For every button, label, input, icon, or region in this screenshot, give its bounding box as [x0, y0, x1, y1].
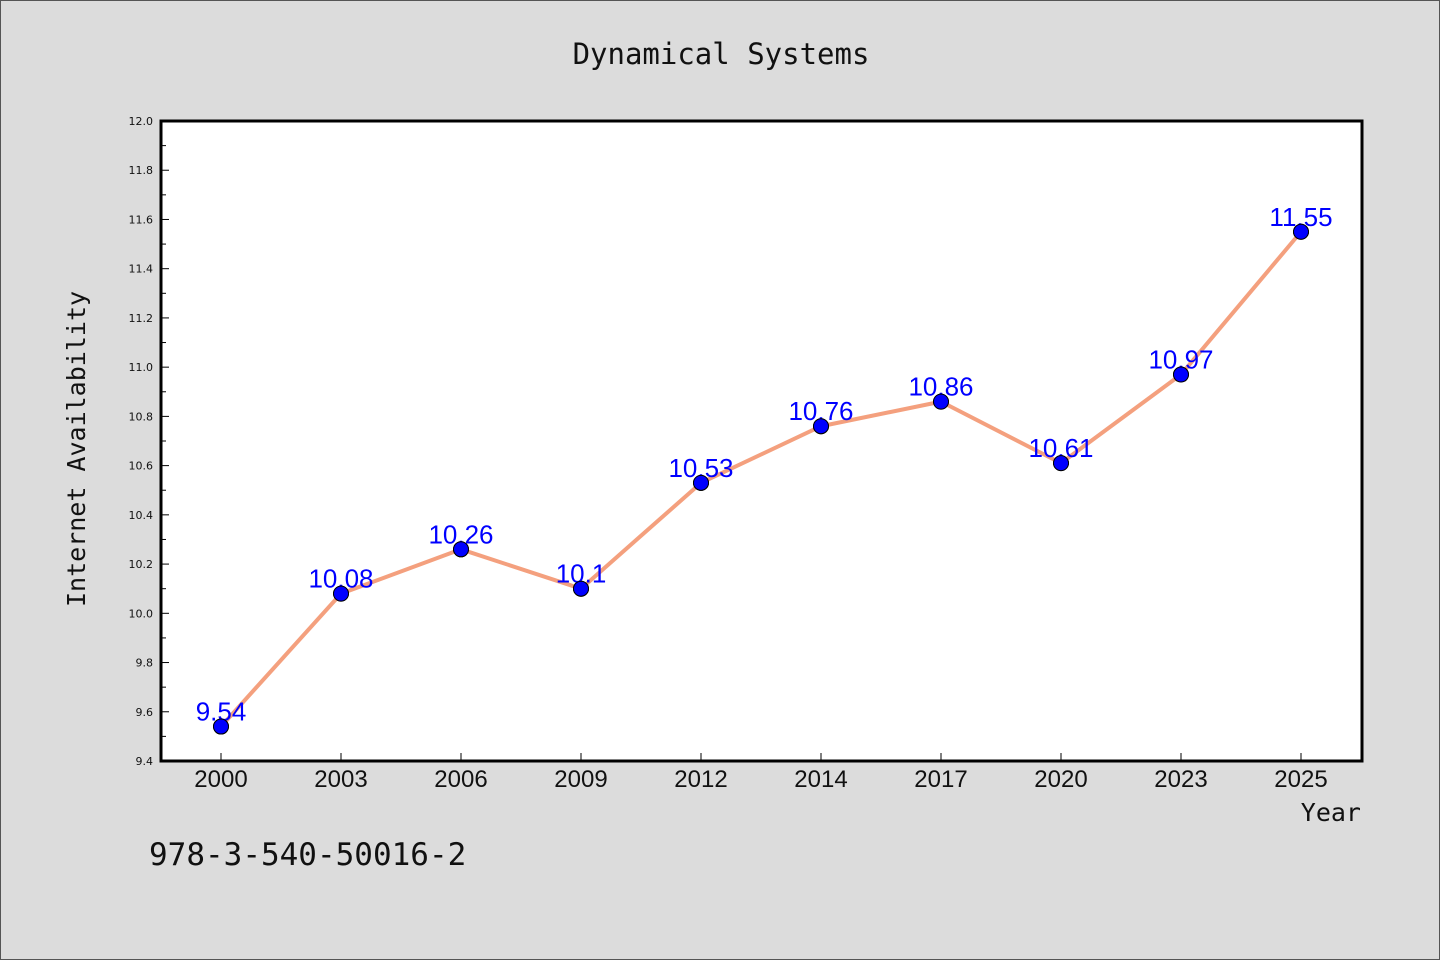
data-point-overlay [573, 580, 589, 597]
y-tick-label: 9.4 [136, 755, 154, 768]
data-point-overlay [453, 541, 469, 558]
x-tick-label: 2014 [794, 766, 847, 793]
x-tick-label: 2000 [194, 766, 247, 793]
x-tick-label: 2017 [914, 766, 967, 793]
data-point-overlay [333, 585, 349, 602]
x-tick-label: 2006 [434, 766, 487, 793]
data-point-overlay [1173, 366, 1189, 383]
y-tick-label: 11.2 [129, 312, 154, 325]
y-tick-label: 12.0 [129, 115, 154, 128]
y-tick-label: 10.6 [129, 460, 154, 473]
x-tick-label: 2023 [1154, 766, 1207, 793]
series-line [219, 229, 1303, 729]
footer-isbn: 978-3-540-50016-2 [149, 837, 466, 873]
y-tick-label: 11.4 [129, 263, 154, 276]
x-axis: 2000 2003 2006 2009 2012 2014 2017 2020 2023 2025 [194, 753, 1328, 793]
x-axis-title: Year [1301, 798, 1361, 827]
data-point-overlay [933, 393, 949, 410]
x-tick-label: 2025 [1274, 766, 1327, 793]
y-axis-title: Internet Availability [62, 291, 91, 607]
x-tick-label: 2009 [554, 766, 607, 793]
y-tick-label: 11.6 [129, 213, 154, 226]
y-tick-label: 10.8 [129, 410, 154, 423]
y-tick-label: 10.0 [129, 607, 154, 620]
data-labels: 9.5410.0810.2610.110.5310.7610.8610.6110… [196, 202, 1333, 735]
y-tick-label: 10.4 [129, 509, 154, 522]
plot-area [159, 119, 1364, 763]
y-tick-label: 10.2 [129, 558, 154, 571]
y-tick-label: 11.8 [129, 164, 154, 177]
x-tick-label: 2020 [1034, 766, 1087, 793]
data-point-overlay [813, 418, 829, 435]
data-point-overlay [693, 474, 709, 491]
x-tick-label: 2003 [314, 766, 367, 793]
y-tick-label: 11.0 [129, 361, 154, 374]
chart-title: Dynamical Systems [573, 37, 870, 71]
y-tick-label: 9.6 [136, 706, 154, 719]
data-point-overlay [213, 718, 229, 735]
data-point-overlay [1053, 455, 1069, 472]
y-axis: 9.4 9.6 9.8 10.0 10.2 10.4 10.6 10.8 11.0 11.2 11.… [129, 115, 169, 768]
x-tick-label: 2012 [674, 766, 727, 793]
data-point-overlay [1293, 223, 1309, 240]
y-tick-label: 9.8 [136, 657, 154, 670]
